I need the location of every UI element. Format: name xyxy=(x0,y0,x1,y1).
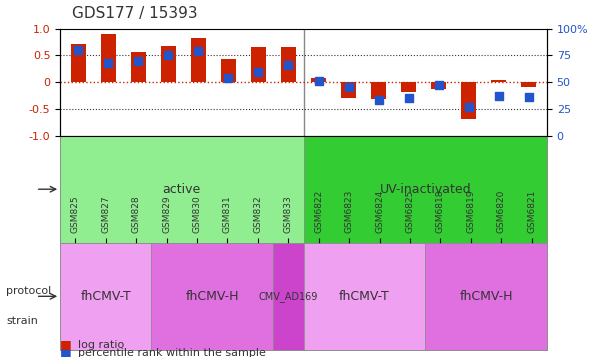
Text: fhCMV-T: fhCMV-T xyxy=(81,290,131,303)
Text: strain: strain xyxy=(6,316,38,326)
Text: active: active xyxy=(163,183,201,196)
Bar xyxy=(221,59,236,82)
Point xyxy=(133,58,143,64)
Bar xyxy=(341,82,356,98)
Point xyxy=(434,82,444,88)
Point xyxy=(194,48,203,54)
Text: ■: ■ xyxy=(60,338,72,351)
Text: protocol: protocol xyxy=(6,286,51,296)
FancyBboxPatch shape xyxy=(426,243,547,350)
Text: ■: ■ xyxy=(60,347,72,357)
Point xyxy=(314,78,323,84)
Bar xyxy=(130,51,145,82)
Bar xyxy=(100,34,115,82)
Bar xyxy=(160,46,175,82)
FancyBboxPatch shape xyxy=(151,243,273,350)
Point xyxy=(524,94,534,100)
Point xyxy=(374,97,383,103)
Bar xyxy=(462,82,476,119)
FancyBboxPatch shape xyxy=(304,243,426,350)
Bar xyxy=(251,47,266,82)
Point xyxy=(103,60,113,66)
Text: fhCMV-H: fhCMV-H xyxy=(459,290,513,303)
Bar xyxy=(281,47,296,82)
Point xyxy=(73,47,83,53)
Bar xyxy=(191,38,206,82)
Text: fhCMV-H: fhCMV-H xyxy=(186,290,239,303)
Bar xyxy=(371,82,386,99)
Point xyxy=(404,95,413,101)
Bar xyxy=(311,79,326,82)
Text: GDS177 / 15393: GDS177 / 15393 xyxy=(72,6,198,21)
Bar xyxy=(432,82,446,89)
Text: CMV_AD169: CMV_AD169 xyxy=(258,291,318,302)
Point xyxy=(494,93,504,99)
FancyBboxPatch shape xyxy=(304,136,547,243)
FancyBboxPatch shape xyxy=(60,136,304,243)
Point xyxy=(224,75,233,81)
Text: percentile rank within the sample: percentile rank within the sample xyxy=(78,348,266,357)
Text: log ratio: log ratio xyxy=(78,340,124,350)
Point xyxy=(284,62,293,68)
Bar xyxy=(401,82,416,92)
Point xyxy=(254,70,263,75)
Point xyxy=(344,85,353,90)
Text: fhCMV-T: fhCMV-T xyxy=(339,290,389,303)
Text: UV-inactivated: UV-inactivated xyxy=(379,183,471,196)
Bar xyxy=(71,44,85,82)
Bar xyxy=(521,82,536,87)
Bar xyxy=(491,80,506,82)
Point xyxy=(464,104,474,110)
FancyBboxPatch shape xyxy=(273,243,304,350)
FancyBboxPatch shape xyxy=(60,243,151,350)
Point xyxy=(163,52,173,58)
